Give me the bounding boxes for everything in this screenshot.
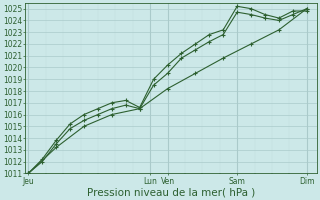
X-axis label: Pression niveau de la mer( hPa ): Pression niveau de la mer( hPa ) [87,187,255,197]
